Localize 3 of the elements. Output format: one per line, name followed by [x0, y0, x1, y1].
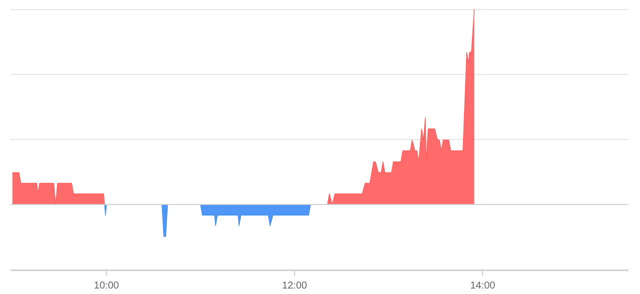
- x-tick-label: 14:00: [470, 280, 496, 292]
- x-tick-label: 10:00: [94, 280, 120, 292]
- x-tick-label: 12:00: [282, 280, 308, 292]
